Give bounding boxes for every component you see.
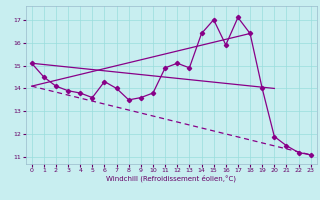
X-axis label: Windchill (Refroidissement éolien,°C): Windchill (Refroidissement éolien,°C): [106, 175, 236, 182]
